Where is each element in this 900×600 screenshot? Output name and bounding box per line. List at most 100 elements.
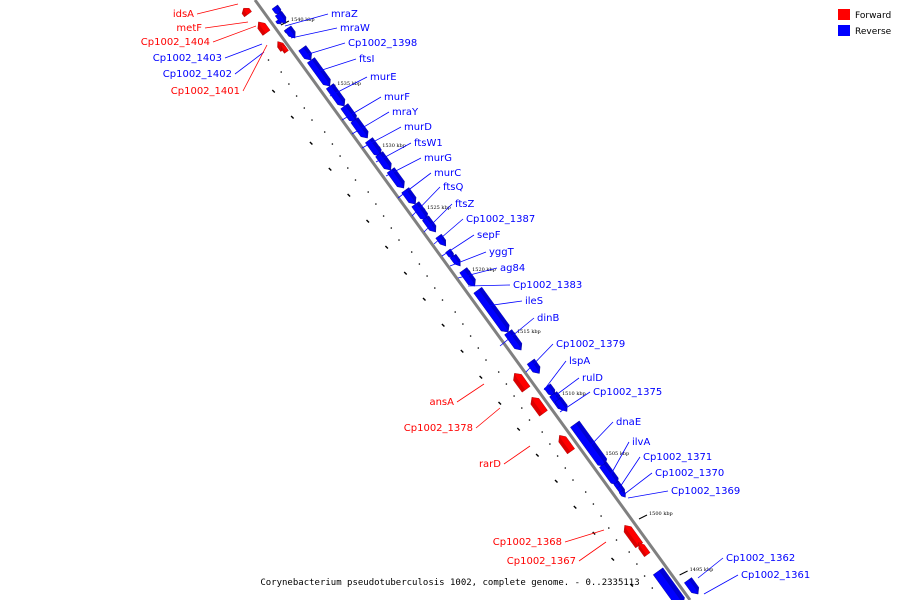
label-leader (559, 391, 591, 413)
label-leader (609, 441, 630, 477)
gene-arrow[interactable] (375, 151, 392, 171)
gene-label[interactable]: ag84 (500, 263, 525, 274)
gene-arrow[interactable] (401, 187, 417, 205)
skew-dot (564, 467, 567, 469)
gene-arrow[interactable] (280, 43, 289, 54)
gene-label[interactable]: Cp1002_1401 (171, 86, 240, 97)
gene-arrow[interactable] (307, 57, 331, 87)
gene-label[interactable]: murE (370, 72, 397, 83)
gene-label[interactable]: murF (384, 92, 410, 103)
gene-label[interactable]: murC (434, 168, 461, 179)
gene-label[interactable]: mraZ (331, 9, 358, 20)
gene-label[interactable]: ftsQ (443, 182, 463, 193)
gene-arrow[interactable] (298, 45, 312, 61)
gene-label[interactable]: yggT (489, 247, 515, 258)
gene-label[interactable]: Cp1002_1402 (163, 69, 232, 80)
gene-label[interactable]: mraW (340, 23, 370, 34)
label-leader (196, 3, 239, 15)
label-leader (375, 142, 412, 163)
gene-label[interactable]: Cp1002_1379 (556, 339, 625, 350)
gene-label[interactable]: ftsZ (455, 199, 474, 210)
scale-tick-label: 1515 kbp (517, 329, 541, 335)
gene-arrow-shade (275, 5, 281, 15)
gene-label[interactable]: idsA (173, 9, 194, 20)
gene-arrow[interactable] (274, 10, 287, 24)
label-leader (441, 234, 475, 257)
gene-arrow[interactable] (618, 489, 626, 498)
gene-label[interactable]: dnaE (616, 417, 641, 428)
label-leader (456, 383, 485, 403)
gene-arrow[interactable] (638, 542, 651, 558)
gene-label[interactable]: Cp1002_1378 (404, 423, 473, 434)
gene-label[interactable]: Cp1002_1369 (671, 486, 740, 497)
gene-label[interactable]: dinB (537, 313, 559, 324)
gene-label[interactable]: Cp1002_1387 (466, 214, 535, 225)
gene-label[interactable]: Cp1002_1371 (643, 452, 712, 463)
gene-label[interactable]: ilvA (632, 437, 650, 448)
gene-label[interactable]: Cp1002_1383 (513, 280, 582, 291)
gene-arrow[interactable] (504, 329, 523, 351)
gene-arrow[interactable] (623, 525, 644, 549)
gene-arrow-shade (311, 57, 331, 87)
gene-arrow[interactable] (473, 286, 510, 333)
gene-label[interactable]: mraY (392, 107, 419, 118)
skew-dot (462, 323, 464, 325)
inner-dash (611, 557, 615, 561)
gene-label[interactable]: Cp1002_1361 (741, 570, 810, 581)
gene-label[interactable]: sepF (477, 230, 501, 241)
scale-tick-label: 1510 kbp (562, 391, 586, 397)
inner-dash (384, 245, 389, 249)
gene-label[interactable]: ftsI (359, 54, 374, 65)
gene-arrow[interactable] (684, 577, 700, 595)
gene-label[interactable]: lspA (569, 356, 590, 367)
label-leader (551, 377, 580, 399)
gene-label[interactable]: Cp1002_1404 (141, 37, 210, 48)
gene-arrow[interactable] (459, 267, 476, 287)
gene-arrow[interactable] (422, 215, 437, 233)
gene-label[interactable]: ftsW1 (414, 138, 443, 149)
label-leader (703, 574, 739, 595)
gene-arrow[interactable] (526, 358, 541, 374)
legend-label-reverse: Reverse (855, 27, 892, 37)
gene-label[interactable]: rarD (479, 459, 501, 470)
gene-label[interactable]: Cp1002_1370 (655, 468, 724, 479)
gene-arrow[interactable] (257, 21, 271, 36)
gene-label[interactable]: rulD (582, 373, 603, 384)
scale-tick-label: 1525 kbp (427, 205, 451, 211)
skew-dot (521, 407, 523, 409)
inner-dashes (271, 89, 634, 587)
gene-arrow[interactable] (558, 435, 575, 455)
gene-arrow[interactable] (241, 7, 252, 18)
gene-label[interactable]: murG (424, 153, 452, 164)
gene-arrow[interactable] (284, 25, 296, 39)
gene-label[interactable]: murD (404, 122, 432, 133)
gene-label[interactable]: Cp1002_1368 (493, 537, 562, 548)
gene-arrow[interactable] (386, 167, 405, 189)
gene-arrow-shade (463, 267, 476, 287)
gene-label[interactable]: Cp1002_1362 (726, 553, 795, 564)
gene-arrow-shade (559, 435, 571, 454)
gene-arrow[interactable] (554, 396, 568, 412)
gene-arrow[interactable] (513, 373, 531, 393)
skew-dot (426, 275, 428, 277)
scale-tick-label: 1500 kbp (649, 511, 673, 517)
gene-arrow[interactable] (350, 117, 369, 139)
label-leader (242, 44, 268, 92)
gene-label[interactable]: Cp1002_1398 (348, 38, 417, 49)
label-leader (385, 157, 422, 177)
inner-dash (309, 141, 313, 145)
inner-dash (422, 297, 426, 301)
skew-dot (375, 203, 377, 205)
gene-arrow[interactable] (325, 83, 346, 107)
gene-label[interactable]: Cp1002_1367 (507, 556, 576, 567)
gene-label[interactable]: metF (176, 23, 202, 34)
gene-arrow[interactable] (530, 397, 548, 417)
gene-label[interactable]: Cp1002_1403 (153, 53, 222, 64)
gene-label[interactable]: Cp1002_1375 (593, 387, 662, 398)
inner-dash (498, 401, 502, 405)
gene-label[interactable]: ileS (525, 296, 543, 307)
gene-arrow[interactable] (435, 233, 447, 247)
gene-label[interactable]: ansA (429, 397, 454, 408)
gene-arrow-shade (426, 216, 436, 233)
